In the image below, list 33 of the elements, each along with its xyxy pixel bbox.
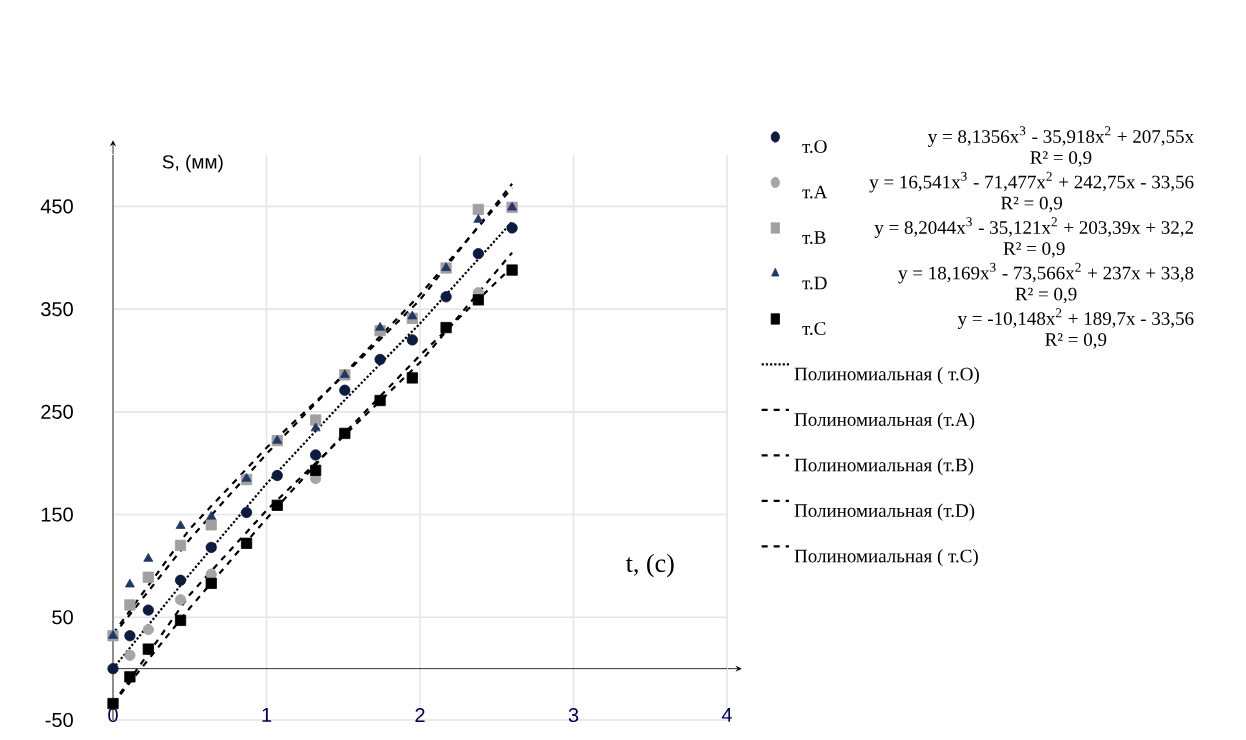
text: y = 8,1356x$^{3}$ - 35,918x$^{2}$ + 207,55x: [927, 126, 1194, 147]
x-tick-label: 2: [415, 707, 425, 722]
legend-label: Полиномиальная ( т.C): [794, 549, 978, 567]
legend-label: т.A: [802, 185, 828, 199]
x-tick-label: 4: [721, 707, 732, 722]
y-tick-label: 450: [40, 199, 73, 214]
y-axis-title: S, (мм): [162, 154, 223, 173]
legend-label: Полиномиальная ( т.O): [794, 367, 979, 385]
y-tick-label: 350: [41, 302, 73, 317]
text: y = 18,169x$^{3}$ - 73,566x$^{2}$ + 237x + 33,8: [898, 262, 1194, 284]
text: R² = 0,9: [1045, 333, 1107, 349]
x-tick-label: 0: [108, 707, 118, 723]
text: R² = 0,9: [1015, 287, 1077, 304]
legend-label: т.O: [802, 140, 827, 153]
text: R² = 0,9: [1030, 151, 1092, 167]
text: y = -10,148x$^{2}$ + 189,7x - 33,56: [957, 308, 1194, 329]
text: y = 8,2044x$^{3}$ - 35,121x$^{2}$ + 203,39x + 32,2: [874, 217, 1194, 238]
legend-label: т.D: [802, 276, 827, 290]
text: y = 16,541x$^{3}$ - 71,477x$^{2}$ + 242,75x - 33,56: [869, 171, 1194, 193]
x-tick-label: 3: [568, 707, 579, 723]
legend-label: Полиномиальная (т.D): [794, 503, 975, 521]
legend-label: Полиномиальная (т.A): [794, 412, 975, 430]
legend-label: Полиномиальная (т.B): [794, 458, 974, 476]
y-tick-label: 50: [52, 610, 73, 625]
x-tick-label: 1: [262, 707, 272, 722]
y-tick-label: 150: [41, 507, 73, 522]
text: R² = 0,9: [1003, 242, 1065, 258]
y-tick-label: 250: [41, 404, 73, 419]
legend-label: т.C: [802, 322, 826, 335]
x-axis-title: t, (с): [625, 553, 674, 578]
y-tick-label: -50: [45, 712, 73, 728]
legend-label: т.B: [802, 231, 826, 244]
text: R² = 0,9: [1000, 196, 1062, 213]
